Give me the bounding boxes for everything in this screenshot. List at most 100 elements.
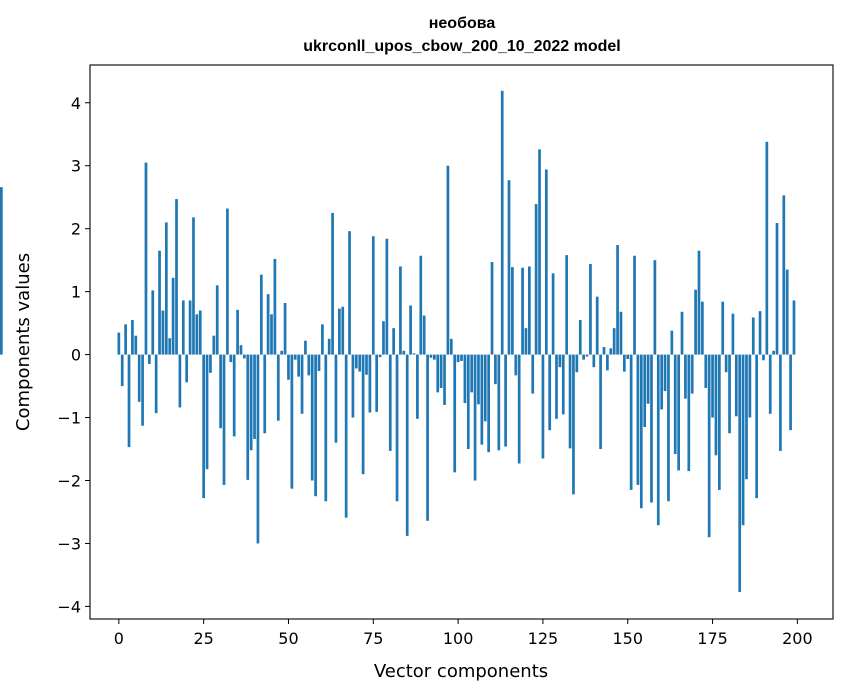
bar	[181, 300, 185, 355]
bar	[707, 354, 711, 538]
bar	[297, 354, 300, 377]
bar	[497, 354, 501, 451]
bar	[473, 354, 477, 481]
bar	[310, 354, 314, 481]
y-tick-label: 0	[71, 346, 81, 365]
bar	[117, 332, 121, 355]
bar	[460, 354, 463, 361]
bar	[321, 324, 324, 355]
bar	[548, 354, 552, 431]
bar	[779, 354, 782, 451]
bar	[768, 354, 772, 414]
bar	[565, 255, 569, 355]
bar	[202, 354, 206, 499]
bar	[528, 266, 531, 355]
bar	[178, 354, 182, 408]
bar	[236, 309, 239, 355]
bar	[280, 350, 284, 355]
bar	[371, 236, 375, 355]
bar	[314, 354, 317, 497]
bar	[758, 311, 762, 355]
bar	[287, 354, 290, 380]
bar	[697, 250, 701, 355]
bar	[144, 162, 148, 355]
bar	[378, 354, 382, 358]
bar	[433, 354, 436, 360]
bar	[490, 262, 494, 355]
bar	[629, 354, 633, 490]
y-tick-label: 3	[71, 157, 81, 176]
bar	[249, 354, 253, 451]
bar	[0, 187, 3, 355]
bar	[324, 354, 328, 502]
bar	[558, 354, 562, 368]
bar	[673, 354, 677, 455]
bar	[789, 354, 792, 431]
bar	[158, 250, 161, 355]
bar	[344, 354, 348, 518]
bar	[229, 354, 233, 363]
bar	[582, 354, 585, 360]
bar	[175, 199, 178, 355]
bar	[561, 354, 565, 415]
bar	[684, 354, 687, 399]
bar	[124, 324, 127, 355]
bar	[405, 354, 409, 536]
bar	[226, 208, 229, 355]
bar	[198, 310, 202, 355]
bar	[256, 354, 260, 544]
bar	[456, 354, 460, 363]
bar	[663, 354, 667, 392]
bar	[368, 354, 372, 413]
bar	[616, 245, 619, 355]
bar	[164, 222, 168, 355]
y-axis-ticks: −4 −3 −2 −1 0 1 2 3 4	[57, 94, 90, 616]
bar	[270, 314, 273, 355]
bar	[639, 354, 643, 509]
bar	[215, 285, 219, 355]
bar	[327, 338, 331, 355]
bar	[443, 354, 446, 405]
bar	[168, 338, 172, 355]
bar	[538, 149, 541, 355]
bar	[775, 223, 779, 355]
bar	[636, 354, 640, 485]
bar	[453, 354, 457, 473]
bar	[714, 354, 718, 456]
bar	[429, 354, 433, 358]
bar	[446, 165, 450, 355]
bar	[599, 354, 602, 450]
bar	[701, 301, 704, 355]
x-tick-label: 175	[697, 629, 728, 648]
bar	[259, 274, 263, 355]
bar	[470, 354, 474, 393]
bar	[568, 354, 572, 449]
bar	[385, 238, 389, 355]
bar	[656, 354, 660, 526]
bar	[704, 354, 708, 388]
bar	[307, 354, 311, 376]
bar	[463, 354, 467, 404]
bar	[622, 354, 626, 372]
bar	[734, 354, 738, 417]
bar	[480, 354, 484, 445]
bar	[575, 354, 579, 373]
bar	[670, 330, 674, 355]
bar	[395, 354, 399, 502]
bar	[487, 354, 490, 453]
bar	[375, 354, 379, 412]
plot-frame	[89, 64, 834, 620]
bar	[171, 277, 175, 355]
bar	[650, 354, 653, 503]
bar	[762, 354, 765, 361]
bar	[402, 350, 406, 355]
bar	[660, 354, 664, 410]
bar	[517, 354, 521, 464]
bar	[514, 354, 518, 376]
bar	[361, 354, 365, 475]
bar	[266, 294, 270, 355]
x-tick-label: 200	[782, 629, 813, 648]
x-tick-label: 125	[528, 629, 559, 648]
bar	[331, 212, 334, 355]
